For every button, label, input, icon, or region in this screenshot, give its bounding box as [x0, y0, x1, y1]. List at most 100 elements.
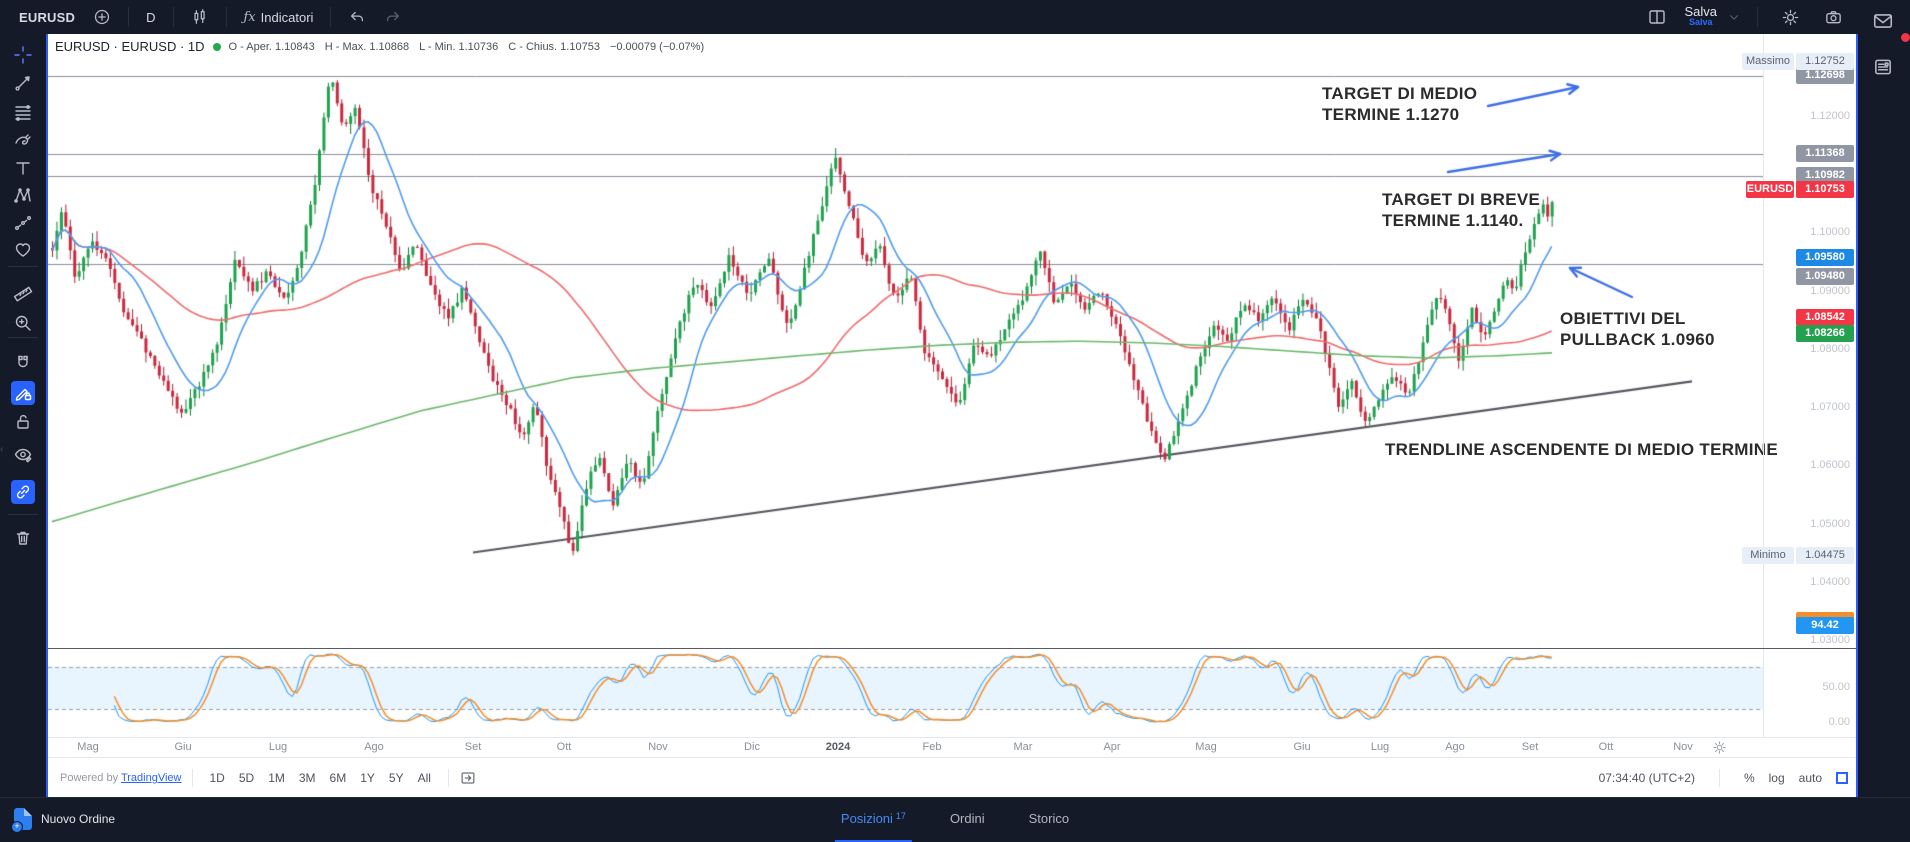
brush-icon [15, 134, 31, 145]
range-button-3m[interactable]: 3M [292, 767, 323, 789]
auto-scale-toggle[interactable]: auto [1798, 771, 1822, 785]
new-order-button[interactable]: + Nuovo Ordine [11, 808, 115, 833]
range-button-1y[interactable]: 1Y [353, 767, 382, 789]
price-level-badge: 1.11368 [1796, 145, 1854, 162]
time-axis-settings[interactable] [1712, 740, 1727, 760]
interval-button[interactable]: D [139, 3, 162, 31]
zoom-in-tool[interactable] [11, 311, 35, 335]
drawing-toolbar: ‹ [0, 34, 46, 797]
hide-drawings-tool[interactable] [11, 443, 35, 467]
tab-storico[interactable]: Storico [1028, 811, 1070, 826]
time-axis-month-label: Ago [1445, 741, 1465, 753]
high-marker-row-value: 1.12752 [1796, 53, 1854, 70]
time-axis[interactable]: Mag Giu Lug Ago Set Ott Nov Dic 2024 Feb Mar Apr Mag… [48, 737, 1856, 758]
range-buttons: 1D 5D 1M 3M 6M 1Y 5Y All [203, 767, 438, 789]
drawing-lock-tool[interactable] [11, 381, 35, 405]
unlock-all-tool[interactable] [11, 410, 35, 434]
price-level-badge: 1.08266 [1796, 325, 1854, 342]
layout-button[interactable] [1640, 3, 1674, 31]
chart-legend[interactable]: EURUSD · EURUSD · 1D O - Aper. 1.10843 H… [55, 39, 704, 54]
top-toolbar: EURUSD D ƒx Indicatori [0, 0, 1910, 35]
pane-separator[interactable] [48, 648, 1856, 649]
zoom-in-icon [15, 315, 31, 331]
undo-button[interactable] [341, 3, 373, 31]
compare-add-symbol-button[interactable] [86, 3, 118, 31]
range-button-1m[interactable]: 1M [261, 767, 292, 789]
xabcd-pattern-tool[interactable] [11, 183, 35, 207]
price-axis[interactable]: 1.12000 1.10000 1.09000 1.08000 1.07000 1.060… [1742, 34, 1856, 757]
time-axis-month-label: Set [464, 741, 482, 753]
range-button-1d[interactable]: 1D [203, 767, 232, 789]
time-axis-month-label: Giu [1293, 741, 1311, 753]
chart-bottom-toolbar: Powered by TradingView 1D 5D 1M 3M 6M 1Y 5Y All… [48, 757, 1856, 798]
remove-drawings-tool[interactable] [11, 526, 35, 550]
toolbar-separator [1757, 7, 1758, 27]
legend-low: L - Min. 1.10736 [419, 40, 499, 53]
toolbar-divider [8, 337, 38, 338]
annotation-short-target[interactable]: TARGET DI BREVE TERMINE 1.1140. [1382, 190, 1541, 230]
text-tool[interactable] [11, 156, 35, 180]
emoji-tool[interactable] [11, 238, 35, 262]
tab-ordini[interactable]: Ordini [949, 811, 985, 826]
indicators-button[interactable]: ƒx Indicatori [237, 3, 321, 31]
redo-button[interactable] [377, 3, 409, 31]
forecast-icon [15, 216, 31, 230]
trend-line-tool[interactable] [11, 71, 35, 95]
link-icon [16, 485, 30, 499]
tab-posizioni[interactable]: Posizioni 17 [834, 798, 912, 842]
trend-line-icon [15, 76, 30, 91]
time-axis-month-label: Set [1521, 741, 1539, 753]
annotation-trendline[interactable]: TRENDLINE ASCENDENTE DI MEDIO TERMINE [1385, 440, 1778, 459]
redo-icon [387, 11, 400, 22]
chart-style-button[interactable] [184, 3, 216, 31]
price-axis-border [1763, 34, 1764, 757]
toolbar-divider [8, 514, 38, 515]
measure-tool[interactable] [11, 281, 35, 305]
price-chart-canvas[interactable] [48, 34, 1763, 757]
time-axis-month-label: Ott [1598, 741, 1614, 753]
range-button-6m[interactable]: 6M [323, 767, 354, 789]
brush-tool[interactable] [11, 128, 35, 152]
log-scale-toggle[interactable]: log [1768, 771, 1785, 785]
price-gridline-label: 1.12000 [1810, 110, 1850, 122]
time-axis-month-label: Nov [1673, 741, 1693, 753]
fullscreen-icon[interactable] [1836, 772, 1848, 784]
toolbar-divider [191, 769, 193, 787]
save-sublabel: Salva [1688, 17, 1713, 27]
range-button-5d[interactable]: 5D [232, 767, 261, 789]
screenshot-button[interactable] [1817, 3, 1850, 31]
chevron-down-icon[interactable] [1727, 10, 1741, 24]
magnet-tool[interactable] [11, 351, 35, 375]
collapse-panel-handle[interactable]: ‹ [0, 444, 4, 455]
price-gridline-label: 1.04000 [1810, 576, 1850, 588]
save-button[interactable]: Salva Salva [1684, 4, 1717, 27]
annotation-medium-target[interactable]: TARGET DI MEDIO TERMINE 1.1270 [1322, 84, 1478, 124]
symbol-price-chip: EURUSD [1746, 181, 1794, 198]
trade-panel-tabs: Posizioni 17 Ordini Storico [834, 798, 1070, 842]
forecast-tool[interactable] [11, 211, 35, 235]
crosshair-tool[interactable] [11, 43, 35, 67]
percent-scale-toggle[interactable]: % [1743, 771, 1755, 785]
last-price-badge: 1.10753 [1796, 181, 1854, 198]
sync-drawings-tool[interactable] [11, 480, 35, 504]
session-clock[interactable]: 07:34:40 (UTC+2) [1598, 771, 1695, 785]
inbox-button[interactable] [1872, 10, 1910, 43]
time-axis-month-label: Nov [648, 741, 668, 753]
range-button-all[interactable]: All [411, 767, 438, 789]
low-marker-row-label: Minimo [1742, 547, 1794, 564]
news-button[interactable] [1872, 56, 1894, 83]
settings-button[interactable] [1774, 3, 1807, 31]
low-marker-row-value: 1.04475 [1796, 547, 1854, 564]
annotation-pullback[interactable]: OBIETTIVI DEL PULLBACK 1.0960 [1560, 309, 1715, 349]
tradingview-link[interactable]: TradingView [120, 772, 182, 784]
price-gridline-label: 1.03000 [1810, 634, 1850, 646]
time-axis-month-label: Feb [922, 741, 942, 753]
gear-icon [1713, 741, 1726, 754]
range-button-5y[interactable]: 5Y [382, 767, 411, 789]
symbol-button[interactable]: EURUSD [12, 3, 82, 31]
legend-open: O - Aper. 1.10843 [228, 40, 315, 53]
fib-retracement-tool[interactable] [11, 100, 35, 124]
go-to-date-icon[interactable] [459, 769, 477, 787]
camera-icon [1826, 10, 1841, 23]
